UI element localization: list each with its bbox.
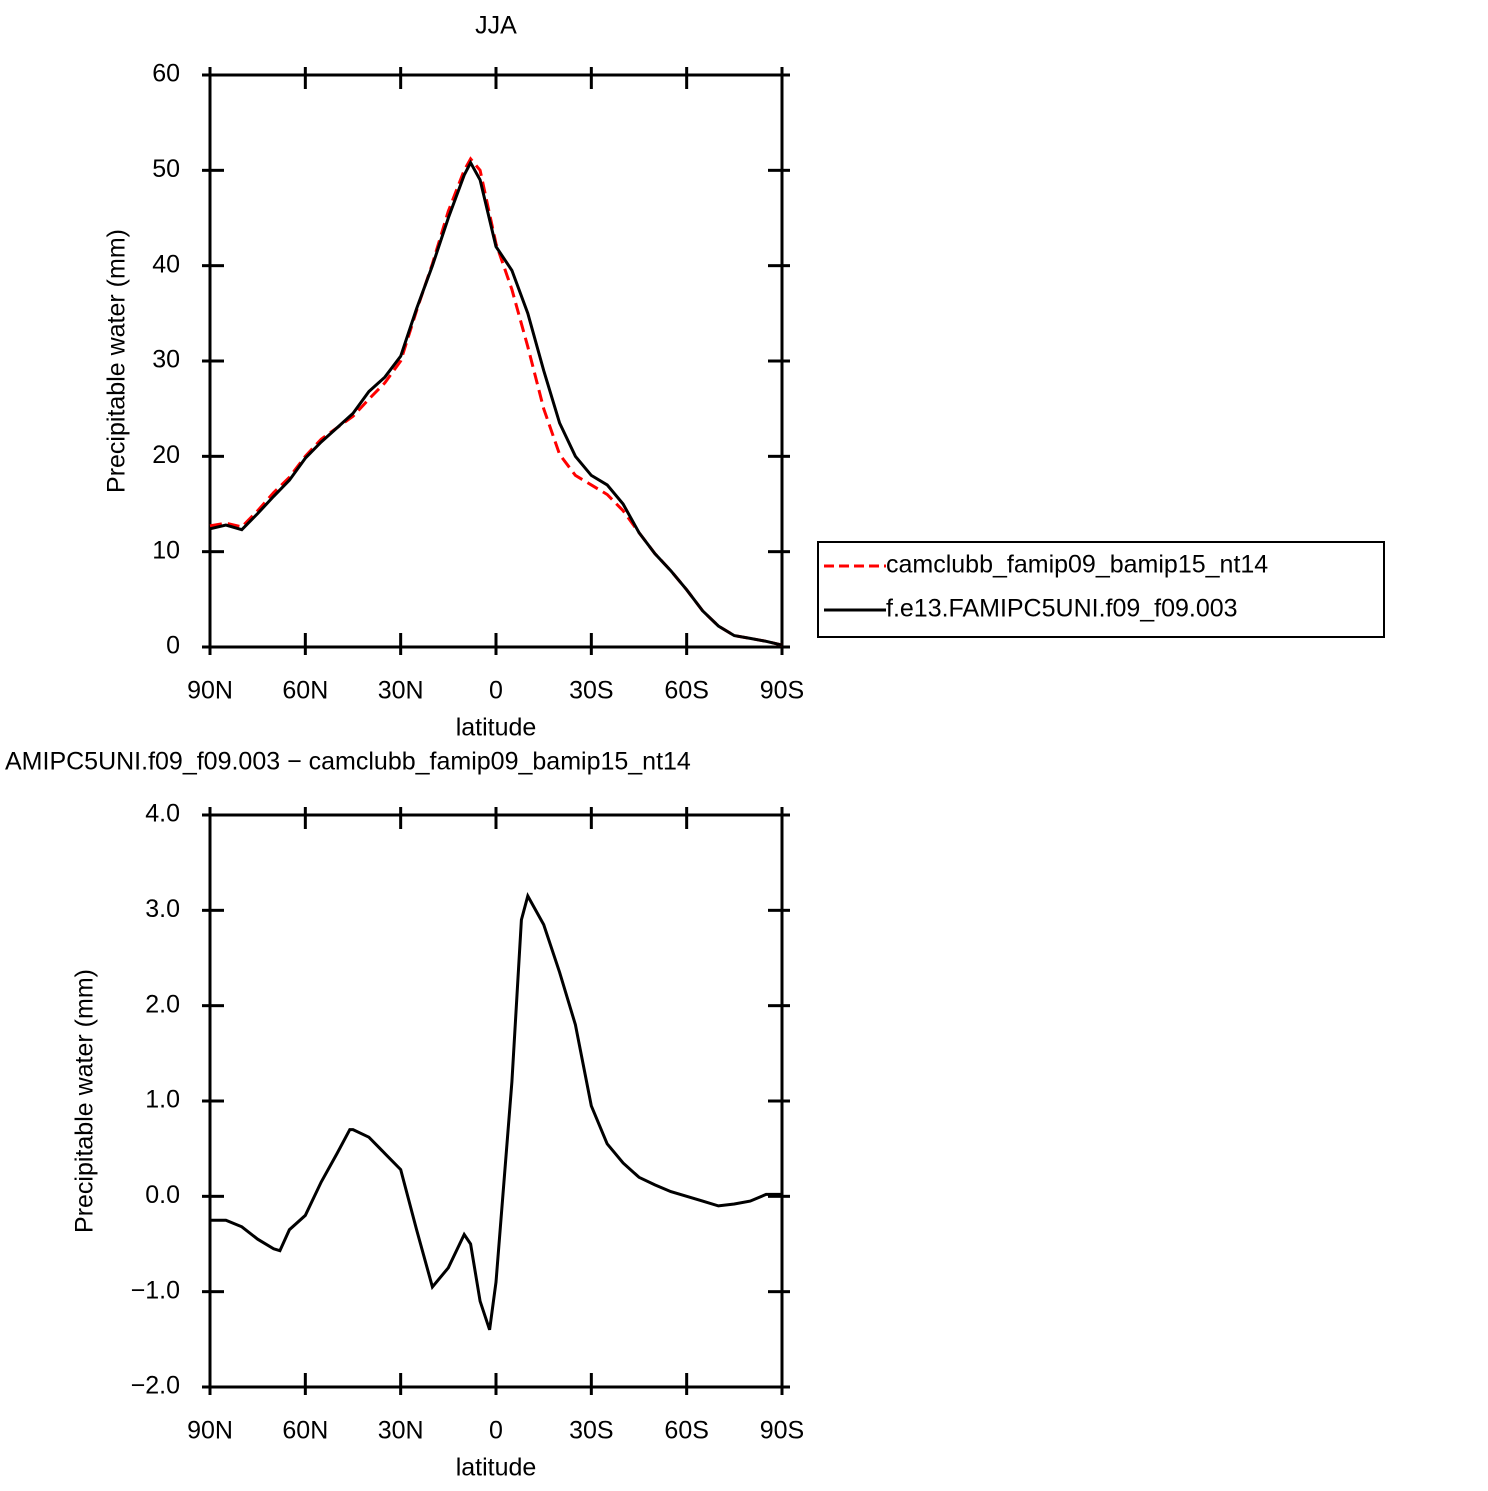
y-tick-label: 60 [152,60,180,88]
y-tick-label: 10 [152,536,180,564]
x-axis-title: latitude [456,1454,537,1482]
y-tick-label: 0.0 [145,1181,180,1209]
y-tick-label: 40 [152,250,180,278]
y-tick-label: 4.0 [145,800,180,828]
x-tick-label: 30S [569,677,613,705]
data-line [209,159,783,647]
legend-label: camclubb_famip09_bamip15_nt14 [886,551,1268,579]
y-tick-label: 20 [152,441,180,469]
x-tick-label: 0 [489,1417,503,1445]
y-tick-label: 30 [152,346,180,374]
y-tick-label: 0 [166,632,180,660]
x-tick-label: 30S [569,1417,613,1445]
x-tick-label: 60S [664,677,708,705]
y-axis-title: Precipitable water (mm) [71,969,99,1233]
legend-label: f.e13.FAMIPC5UNI.f09_f09.003 [886,595,1238,623]
x-axis-title: latitude [456,714,537,742]
y-tick-label: 3.0 [145,895,180,923]
y-tick-label: −2.0 [131,1372,180,1400]
y-tick-label: −1.0 [131,1276,180,1304]
x-tick-label: 90S [760,1417,804,1445]
x-tick-label: 90S [760,677,804,705]
data-line [210,892,782,1331]
x-tick-label: 60N [282,677,328,705]
y-axis-title: Precipitable water (mm) [103,229,131,493]
plot-frame [208,813,784,1389]
x-tick-label: 30N [378,1417,424,1445]
x-tick-label: 90N [187,677,233,705]
y-tick-label: 1.0 [145,1086,180,1114]
legend-box [817,541,1385,638]
data-line [209,156,783,647]
chart-title: JJA [475,12,517,40]
x-tick-label: 0 [489,677,503,705]
x-tick-label: 90N [187,1417,233,1445]
y-tick-label: 2.0 [145,990,180,1018]
x-tick-label: 60N [282,1417,328,1445]
x-tick-label: 60S [664,1417,708,1445]
y-tick-label: 50 [152,155,180,183]
chart-title: AMIPC5UNI.f09_f09.003 − camclubb_famip09… [5,748,691,776]
x-tick-label: 30N [378,677,424,705]
plot-frame [208,73,784,649]
